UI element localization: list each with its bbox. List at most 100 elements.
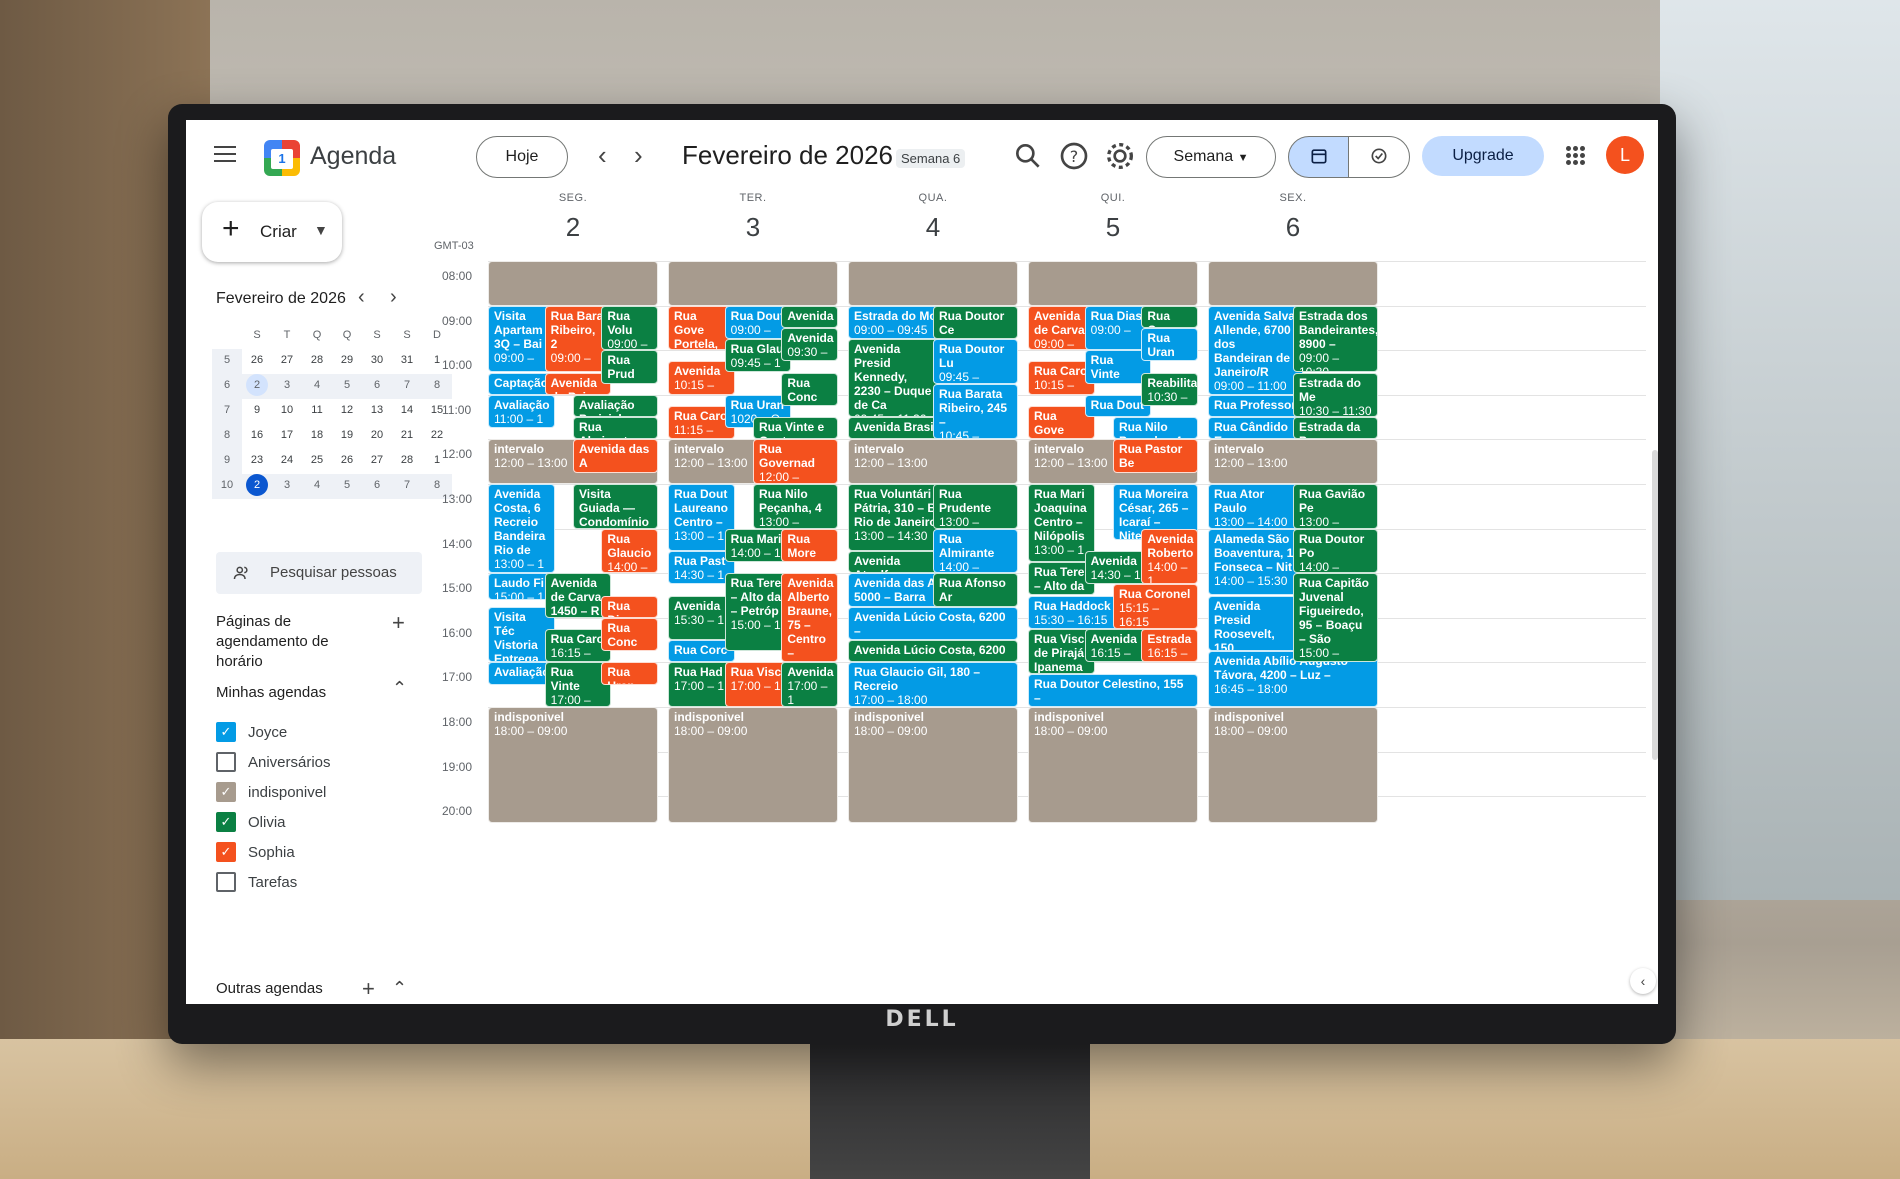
calendar-event[interactable]: Rua Mari Joaquina Centro – Nilópolis 13:0…	[1028, 484, 1095, 563]
mini-day[interactable]: 28	[302, 349, 332, 374]
google-apps-grid-icon[interactable]	[1566, 146, 1586, 166]
calendar-event[interactable]: Avenida	[781, 305, 838, 328]
calendar-event[interactable]: Rua Barata Ribeiro, 245 –10:45 – 12:00	[933, 383, 1018, 440]
people-search-input[interactable]: Pesquisar pessoas	[216, 552, 422, 594]
calendar-event[interactable]: Rua Corc	[668, 640, 735, 663]
calendar-event[interactable]: Avenida Salva Allende, 6700 dos Bandeira…	[1208, 305, 1303, 395]
calendar-event[interactable]: Rua More14:00 – 1	[781, 528, 838, 563]
calendar-event[interactable]: intervalo 12:00 – 13:00	[1208, 439, 1378, 484]
calendar-event[interactable]: Captação	[488, 372, 555, 395]
calendar-checkbox[interactable]: ✓	[216, 842, 236, 862]
calendar-event[interactable]: Rua Doutor Celestino, 155 –17:15 – 18:00	[1028, 673, 1198, 707]
chevron-up-icon[interactable]: ⌃	[392, 978, 408, 998]
calendar-event[interactable]: Rua Conc16:00 – 1	[601, 617, 658, 652]
day-header[interactable]: SEX. 6	[1204, 190, 1382, 243]
mini-day[interactable]: 26	[332, 449, 362, 474]
day-header[interactable]: SEG. 2	[484, 190, 662, 243]
calendar-event[interactable]: Rua Ator Paulo 13:00 – 14:00	[1208, 484, 1303, 529]
mini-day[interactable]: 22	[422, 424, 452, 449]
calendar-event[interactable]: indisponivel 18:00 – 09:00	[488, 707, 658, 823]
week-number[interactable]: 5	[212, 349, 242, 374]
calendar-item[interactable]: ✓ Joyce	[216, 718, 287, 746]
mini-day[interactable]: 17	[272, 424, 302, 449]
calendar-view-toggle[interactable]	[1288, 136, 1350, 178]
week-number[interactable]: 9	[212, 449, 242, 474]
calendar-checkbox[interactable]	[216, 872, 236, 892]
mini-day[interactable]: 21	[392, 424, 422, 449]
calendar-event[interactable]: Avenida Presid Kennedy, 2230 – Duque de …	[848, 339, 943, 418]
calendar-event[interactable]: Rua Past 14:30 – 1	[668, 550, 735, 585]
calendar-event[interactable]: Visita Téc Vistoria Entrega15:45 – 1	[488, 606, 555, 663]
calendar-event[interactable]	[1028, 261, 1198, 306]
mini-day[interactable]: 8	[422, 374, 452, 399]
mini-day[interactable]: 16	[242, 424, 272, 449]
day-header[interactable]: QUA. 4	[844, 190, 1022, 243]
mini-day[interactable]: 20	[362, 424, 392, 449]
calendar-event[interactable]: Rua Nilo Peçanha, 4	[1113, 417, 1198, 440]
week-number[interactable]: 6	[212, 374, 242, 399]
previous-week-icon[interactable]: ‹	[598, 140, 607, 170]
mini-day[interactable]: 14	[392, 399, 422, 424]
tasks-view-toggle[interactable]	[1348, 136, 1410, 178]
calendar-event[interactable]: Rua Capitão Juvenal Figueiredo, 95 – Boa…	[1293, 573, 1378, 663]
calendar-event[interactable]: Rua Dout	[1084, 394, 1152, 418]
calendar-event[interactable]: Rua Doutor Ce09:00 – 09:45	[933, 305, 1018, 340]
calendar-event[interactable]: Visita Guiada — Condomínio Fechado Alpha…	[573, 484, 658, 529]
calendar-event[interactable]: Avaliação	[488, 662, 555, 685]
mini-day[interactable]: 30	[362, 349, 392, 374]
calendar-checkbox[interactable]: ✓	[216, 722, 236, 742]
mini-day[interactable]: 13	[362, 399, 392, 424]
calendar-event[interactable]: Avenida de Paiva,	[544, 372, 612, 395]
day-number[interactable]: 2	[565, 212, 581, 242]
mini-day[interactable]: 24	[272, 449, 302, 474]
calendar-event[interactable]: Avenida Lúcio Costa, 6200 –15:45 – 16:30	[848, 606, 1018, 641]
today-button[interactable]: Hoje	[476, 136, 568, 178]
add-other-calendar-icon[interactable]: +	[362, 976, 375, 1001]
calendar-event[interactable]: Estrada da Po	[1293, 417, 1378, 440]
calendar-event[interactable]: Rua Professor	[1208, 394, 1303, 418]
calendar-event[interactable]: Avenida Presid Roosevelt, 15015:30 – 16:…	[1208, 595, 1303, 652]
calendar-event[interactable]: Rua Tere – Alto da	[1028, 562, 1095, 596]
calendar-event[interactable]: Rua Glau 09:45 – 1	[724, 339, 792, 373]
calendar-event[interactable]: Rua Dout Laureano Centro –13:00 – 1	[668, 484, 735, 551]
mini-day[interactable]: 4	[302, 474, 332, 499]
calendar-event[interactable]: Rua Bara Ribeiro, 2 09:00 –	[544, 305, 612, 373]
calendar-event[interactable]: Rua Cândido E	[1208, 417, 1303, 440]
next-week-icon[interactable]: ›	[634, 140, 643, 170]
calendar-event[interactable]: Avenida Roberto 14:00 – 1	[1141, 528, 1198, 585]
calendar-event[interactable]: indisponivel 18:00 – 09:00	[668, 707, 838, 823]
mini-day[interactable]: 6	[362, 474, 392, 499]
calendar-event[interactable]: Rua Coronel 15:15 – 16:15	[1113, 584, 1198, 629]
calendar-event[interactable]: Avenida Ataulf	[848, 550, 943, 574]
calendar-event[interactable]: Avenida Alberto Braune, 75 – Centro –15:…	[781, 573, 838, 663]
calendar-event[interactable]: Visita Apartam 3Q – Bai 09:00 –	[488, 305, 555, 373]
calendar-event[interactable]: Rua Prud10:00 – 1	[601, 350, 658, 384]
calendar-event[interactable]: Avenida 15:30 – 1	[668, 595, 735, 641]
my-calendars-heading[interactable]: Minhas agendas	[216, 684, 327, 701]
calendar-event[interactable]: Rua Vinte e Quatr	[753, 417, 838, 440]
calendar-event[interactable]: Rua Conc10:30 – 11	[781, 372, 838, 406]
calendar-event[interactable]: Avenida 14:30 – 1	[1084, 550, 1152, 585]
search-icon[interactable]	[1012, 140, 1044, 172]
mini-day[interactable]: 29	[332, 349, 362, 374]
calendar-event[interactable]: Rua Afonso Ar15:00 – 15:45	[933, 573, 1018, 607]
calendar-event[interactable]: Laudo Fi 15:00 – 1	[488, 573, 555, 600]
calendar-event[interactable]	[1208, 261, 1378, 306]
calendar-event[interactable]: Rua Dout 09:00 –	[724, 305, 792, 340]
mini-day[interactable]: 23	[242, 449, 272, 474]
mini-day[interactable]: 31	[392, 349, 422, 374]
calendar-event[interactable]: Rua Vinte10:00 –	[1084, 350, 1152, 384]
mini-day[interactable]: 8	[422, 474, 452, 499]
day-header[interactable]: TER. 3	[664, 190, 842, 243]
day-number[interactable]: 3	[745, 212, 761, 242]
create-button[interactable]: + Criar ▼	[202, 202, 342, 262]
mini-day[interactable]: 7	[392, 474, 422, 499]
calendar-event[interactable]	[668, 261, 838, 306]
